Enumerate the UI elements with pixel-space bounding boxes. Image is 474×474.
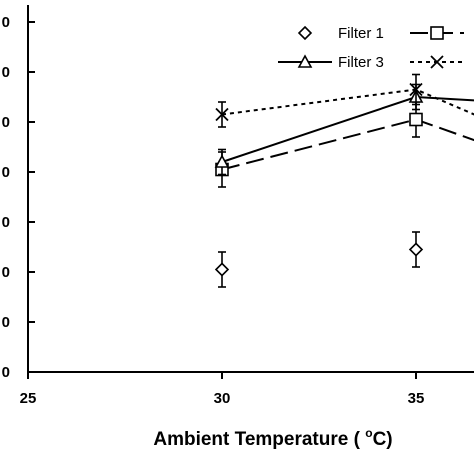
series-line xyxy=(221,88,474,116)
x-tick-label: 30 xyxy=(214,390,231,407)
triangle-marker xyxy=(297,54,313,68)
diamond-marker xyxy=(297,25,313,41)
x-marker-stroke xyxy=(215,107,229,122)
y-tick-label: 0 xyxy=(2,114,10,131)
legend-label: Filter 3 xyxy=(338,54,384,71)
chart-marks xyxy=(214,73,474,288)
legend-item xyxy=(410,55,464,69)
legend-item: Filter 3 xyxy=(278,54,384,71)
x-tick-label: 35 xyxy=(408,390,425,407)
series-2 xyxy=(215,101,474,188)
x-marker-stroke xyxy=(409,82,423,97)
square-marker xyxy=(430,26,444,40)
series-line xyxy=(221,95,474,163)
square-marker xyxy=(409,112,423,127)
series-line xyxy=(221,118,474,171)
x-tick-label: 25 xyxy=(20,390,37,407)
x-axis-label: Ambient Temperature ( oC) xyxy=(153,426,392,450)
legend-item: Filter 1 xyxy=(297,25,384,42)
y-tick-label: 0 xyxy=(2,314,10,331)
legend: Filter 1 Filter 3 xyxy=(278,25,464,71)
y-tick-label: 0 xyxy=(2,214,10,231)
y-tick-label: 0 xyxy=(2,164,10,181)
legend-item xyxy=(410,26,464,40)
series-4 xyxy=(215,73,474,128)
axes: 000000002530354045 xyxy=(2,5,474,407)
y-tick-label: 0 xyxy=(2,64,10,81)
y-tick-label: 0 xyxy=(2,264,10,281)
triangle-marker xyxy=(214,154,230,168)
y-tick-label: 0 xyxy=(2,14,10,31)
series-1 xyxy=(214,231,424,288)
diamond-marker xyxy=(214,262,230,277)
x-marker-stroke xyxy=(430,55,444,69)
legend-label: Filter 1 xyxy=(338,25,384,42)
y-tick-label: 0 xyxy=(2,364,10,381)
diamond-marker xyxy=(408,242,424,257)
